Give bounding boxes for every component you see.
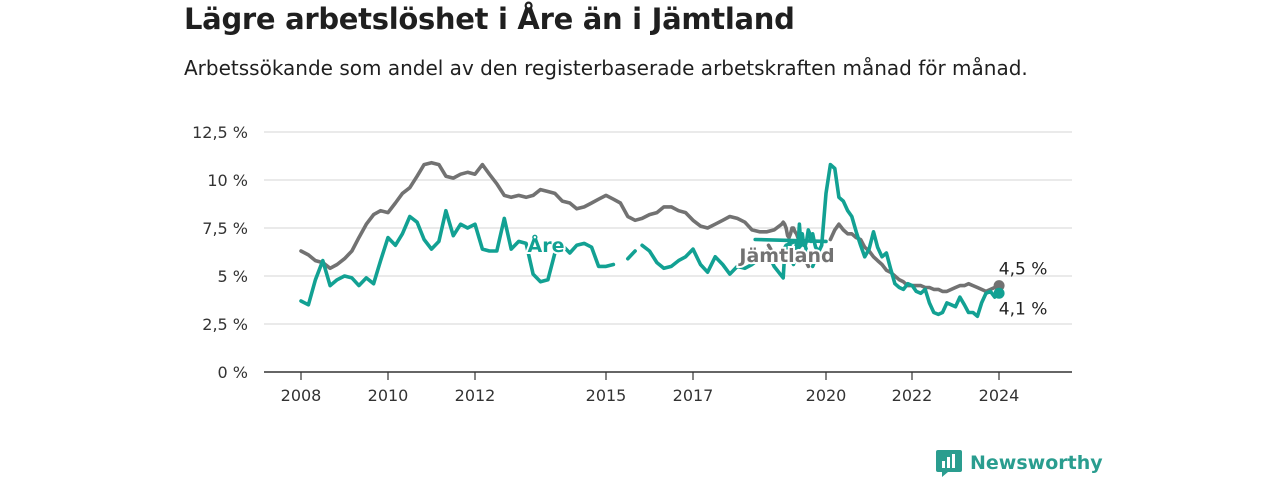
brand-name: Newsworthy	[970, 452, 1103, 474]
x-tick-label: 2015	[586, 386, 627, 405]
x-tick-label: 2024	[979, 386, 1020, 405]
y-tick-label: 7,5 %	[202, 219, 248, 238]
chart-title: Lägre arbetslöshet i Åre än i Jämtland	[184, 2, 795, 36]
newsworthy-logo-icon	[936, 450, 962, 477]
series-lines	[299, 160, 1005, 319]
line-chart: 0 %2,5 %5 %7,5 %10 %12,5 % 2008 2010 2012 2…	[192, 123, 1072, 405]
series-line-are	[626, 249, 637, 261]
x-tick-label: 2020	[806, 386, 847, 405]
x-tick-label: 2008	[281, 386, 322, 405]
y-tick-label: 2,5 %	[202, 315, 248, 334]
series-end-point-jamtland	[993, 280, 1005, 292]
series-line-jamtland	[299, 160, 805, 271]
series-labels: 4,5 % 4,1 % Jämtland Åre	[526, 231, 1048, 319]
x-tick-label: 2010	[368, 386, 409, 405]
series-label: Jämtland	[737, 245, 834, 267]
end-value-label-are: 4,1 %	[999, 299, 1048, 319]
series-line-are	[299, 208, 616, 307]
series-end-point-are	[993, 287, 1005, 299]
y-tick-label: 5 %	[218, 267, 248, 286]
series-line-jamtland	[766, 243, 775, 255]
series-line-are	[753, 237, 828, 244]
y-axis: 0 % 2,5 % 5 % 7,5 % 10 % 12,5 %	[192, 123, 248, 382]
grid-lines	[264, 131, 1072, 325]
x-tick-label: 2012	[455, 386, 496, 405]
y-tick-label: 10 %	[207, 171, 248, 190]
y-tick-label: 0 %	[218, 363, 248, 382]
series-line-jamtland	[802, 255, 811, 269]
newsworthy-brand: Newsworthy	[936, 448, 1103, 478]
series-label: Åre	[528, 233, 565, 257]
series-line-are	[780, 239, 811, 259]
x-tick-label: 2022	[892, 386, 933, 405]
y-tick-label: 12,5 %	[192, 123, 248, 142]
x-axis: 2008 2010 2012 2015 2017 2020 2022 2024	[264, 371, 1072, 405]
end-value-label-jamtland: 4,5 %	[999, 260, 1048, 280]
chart-subtitle: Arbetssökande som andel av den registerb…	[184, 56, 1028, 80]
x-tick-label: 2017	[673, 386, 714, 405]
series-line-are	[810, 162, 1001, 319]
